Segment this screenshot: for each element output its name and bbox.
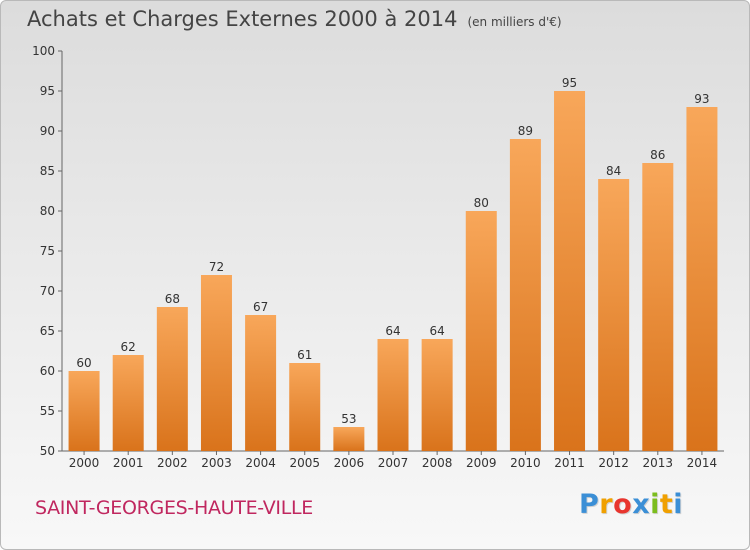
logo-letter: r: [599, 489, 614, 520]
value-label-2003: 72: [209, 260, 224, 274]
x-tick-label-2011: 2011: [554, 456, 585, 470]
value-label-2002: 68: [165, 292, 180, 306]
bar-2013: [642, 163, 674, 451]
x-tick-label-2007: 2007: [378, 456, 409, 470]
x-tick-label-2006: 2006: [334, 456, 365, 470]
value-label-2009: 80: [474, 196, 489, 210]
bar-2006: [333, 427, 365, 451]
bar-2014: [686, 107, 718, 451]
bar-2002: [156, 307, 188, 451]
x-tick-label-2008: 2008: [422, 456, 453, 470]
x-tick-label-2005: 2005: [289, 456, 320, 470]
x-tick-label-2002: 2002: [157, 456, 188, 470]
value-label-2004: 67: [253, 300, 268, 314]
x-tick-label-2010: 2010: [510, 456, 541, 470]
logo-letter: t: [659, 489, 674, 520]
bars: [68, 91, 718, 451]
y-tick-label: 60: [40, 364, 55, 378]
y-tick-label: 50: [40, 444, 55, 458]
x-axis: 2000 2001 2002 2003 2004 2005 2006 2007 2008 2009…: [62, 450, 724, 470]
bar-2005: [289, 363, 321, 451]
x-tick-label-2014: 2014: [687, 456, 718, 470]
value-label-2010: 89: [518, 124, 533, 138]
x-tick-label-2000: 2000: [69, 456, 100, 470]
bar-2012: [598, 179, 630, 451]
commune-name: SAINT-GEORGES-HAUTE-VILLE: [35, 497, 313, 519]
y-tick-label: 100: [32, 44, 55, 58]
y-tick-label: 90: [40, 124, 55, 138]
x-tick-label-2009: 2009: [466, 456, 497, 470]
chart-title-text: Achats et Charges Externes 2000 à 2014: [27, 7, 458, 31]
logo-letter: x: [632, 489, 651, 520]
bar-2008: [421, 339, 453, 451]
y-tick-label: 70: [40, 284, 55, 298]
y-tick-label: 85: [40, 164, 55, 178]
x-tick-label-2004: 2004: [245, 456, 276, 470]
value-label-2012: 84: [606, 164, 621, 178]
value-label-2014: 93: [694, 92, 709, 106]
logo-letter: o: [613, 489, 633, 520]
value-label-2000: 60: [76, 356, 91, 370]
value-labels: 60 62 68 72 67 61 53 64 64 80 89 95 84 86 93: [76, 76, 709, 426]
bar-2000: [68, 371, 100, 451]
value-label-2001: 62: [121, 340, 136, 354]
bar-2001: [112, 355, 144, 451]
bar-2004: [245, 315, 277, 451]
y-tick-label: 55: [40, 404, 55, 418]
bar-2003: [200, 275, 232, 451]
proxiti-logo: Proxiti: [579, 489, 683, 520]
y-axis: 50 55 60 65 70 75 80 85 90 95 100: [32, 44, 63, 458]
bar-2010: [509, 139, 541, 451]
logo-letter: i: [673, 489, 684, 520]
logo-letter: i: [650, 489, 660, 520]
y-tick-label: 80: [40, 204, 55, 218]
x-tick-label-2001: 2001: [113, 456, 144, 470]
value-label-2013: 86: [650, 148, 665, 162]
x-tick-label-2003: 2003: [201, 456, 232, 470]
value-label-2007: 64: [385, 324, 400, 338]
value-label-2006: 53: [341, 412, 356, 426]
x-tick-label-2012: 2012: [598, 456, 629, 470]
y-tick-label: 75: [40, 244, 55, 258]
bar-2007: [377, 339, 409, 451]
value-label-2011: 95: [562, 76, 577, 90]
x-tick-label-2013: 2013: [643, 456, 674, 470]
value-label-2008: 64: [429, 324, 444, 338]
bar-2009: [465, 211, 497, 451]
value-label-2005: 61: [297, 348, 312, 362]
chart-unit: (en milliers d'€): [467, 15, 562, 29]
logo-letter: P: [579, 489, 600, 520]
y-tick-label: 65: [40, 324, 55, 338]
y-tick-label: 95: [40, 84, 55, 98]
chart-title: Achats et Charges Externes 2000 à 2014 (e…: [27, 7, 562, 31]
bar-2011: [554, 91, 586, 451]
